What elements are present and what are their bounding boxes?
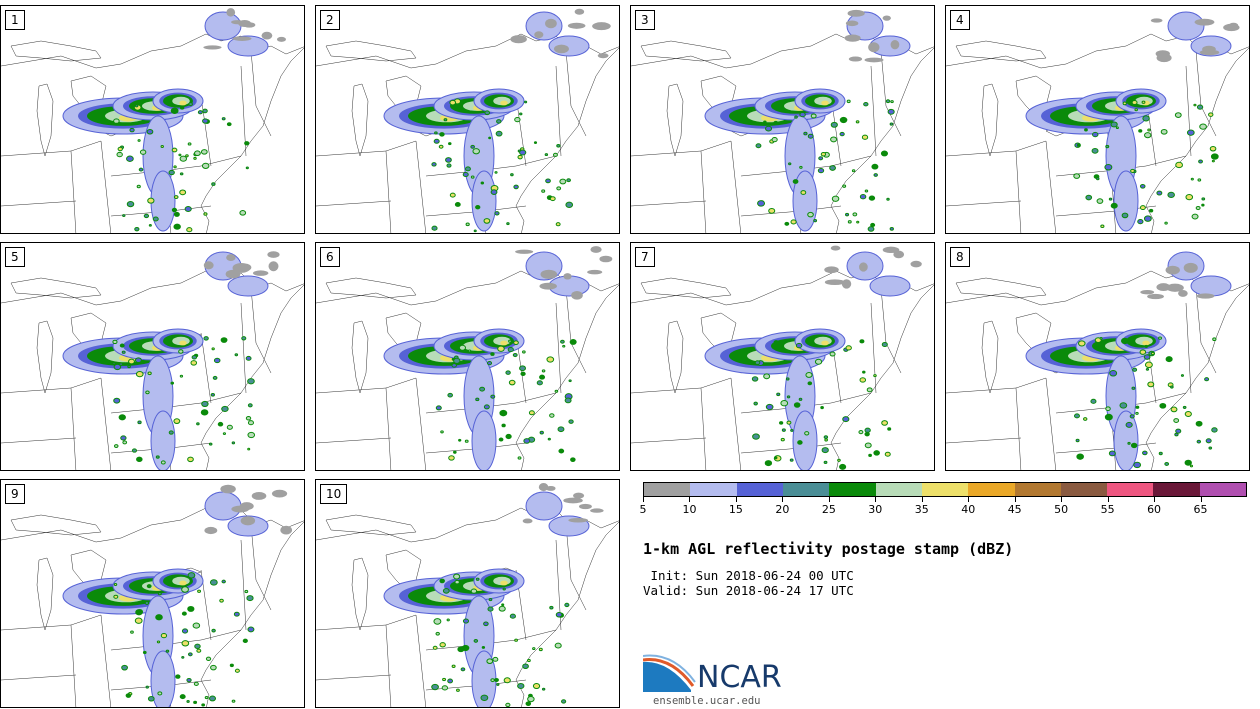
colorbar-tick-label: 45	[1007, 503, 1022, 516]
colorbar-tick	[1061, 497, 1063, 502]
colorbar-segment	[736, 483, 783, 496]
panel-label: 7	[635, 247, 655, 267]
panel-label: 1	[5, 10, 25, 30]
colorbar-tick-label: 60	[1147, 503, 1162, 516]
colorbar-segment	[1060, 483, 1108, 496]
colorbar-tick	[643, 497, 644, 502]
panel-label: 10	[320, 484, 348, 504]
colorbar-segment	[968, 483, 1015, 496]
colorbar-tick-label: 15	[728, 503, 743, 516]
map-panel-4: 4	[945, 5, 1250, 234]
colorbar-tick	[782, 497, 784, 502]
colorbar-tick-label: 35	[914, 503, 929, 516]
colorbar-segment	[782, 483, 830, 496]
colorbar-segment	[1153, 483, 1200, 496]
colorbar-tick-label: 10	[682, 503, 697, 516]
ensemble-url: ensemble.ucar.edu	[653, 695, 761, 707]
panel-label: 2	[320, 10, 340, 30]
colorbar-segment	[921, 483, 969, 496]
reflectivity-map	[631, 9, 934, 233]
colorbar-tick	[1107, 497, 1109, 502]
colorbar-tick-label: 25	[821, 503, 836, 516]
reflectivity-colorbar	[643, 482, 1247, 497]
colorbar-tick	[968, 497, 970, 502]
panel-label: 4	[950, 10, 970, 30]
colorbar-tick	[1200, 497, 1202, 502]
reflectivity-map	[1, 484, 304, 707]
valid-time: Valid: Sun 2018-06-24 17 UTC	[643, 583, 854, 598]
reflectivity-map	[631, 245, 934, 470]
ncar-logo-icon	[643, 654, 696, 692]
map-panel-3: 3	[630, 5, 935, 234]
colorbar-tick	[735, 497, 737, 502]
colorbar-tick-label: 50	[1054, 503, 1069, 516]
colorbar-segment	[1107, 483, 1154, 496]
reflectivity-map	[316, 246, 619, 470]
colorbar-tick	[689, 497, 691, 502]
colorbar-tick-label: 65	[1193, 503, 1208, 516]
reflectivity-map	[316, 8, 619, 233]
reflectivity-map	[316, 483, 619, 707]
colorbar-tick	[921, 497, 923, 502]
reflectivity-map	[1, 8, 304, 233]
panel-label: 6	[320, 247, 340, 267]
colorbar-segment	[644, 483, 691, 496]
map-panel-1: 1	[0, 5, 305, 234]
map-panel-8: 8	[945, 242, 1250, 471]
reflectivity-map	[946, 251, 1249, 470]
colorbar-tick	[828, 497, 830, 502]
colorbar-tick-label: 40	[961, 503, 976, 516]
ncar-logo-text: NCAR	[697, 660, 782, 695]
colorbar-segment	[1199, 483, 1247, 496]
colorbar-tick-label: 30	[868, 503, 883, 516]
init-time: Init: Sun 2018-06-24 00 UTC	[643, 568, 854, 583]
map-panel-9: 9	[0, 479, 305, 708]
colorbar-segment	[875, 483, 922, 496]
colorbar-tick-label: 5	[639, 503, 647, 516]
colorbar-tick	[1014, 497, 1016, 502]
reflectivity-map	[1, 251, 304, 470]
colorbar-segment	[1014, 483, 1061, 496]
colorbar-tick	[1154, 497, 1156, 502]
colorbar-tick	[875, 497, 877, 502]
panel-label: 5	[5, 247, 25, 267]
panel-label: 8	[950, 247, 970, 267]
colorbar-tick-label: 20	[775, 503, 790, 516]
reflectivity-map	[946, 11, 1249, 233]
map-panel-5: 5	[0, 242, 305, 471]
map-panel-2: 2	[315, 5, 620, 234]
figure-title: 1-km AGL reflectivity postage stamp (dBZ…	[643, 540, 1014, 558]
panel-label: 3	[635, 10, 655, 30]
map-panel-7: 7	[630, 242, 935, 471]
colorbar-segment	[829, 483, 876, 496]
map-panel-6: 6	[315, 242, 620, 471]
colorbar-segment	[690, 483, 737, 496]
colorbar-tick-label: 55	[1100, 503, 1115, 516]
panel-label: 9	[5, 484, 25, 504]
map-panel-10: 10	[315, 479, 620, 708]
